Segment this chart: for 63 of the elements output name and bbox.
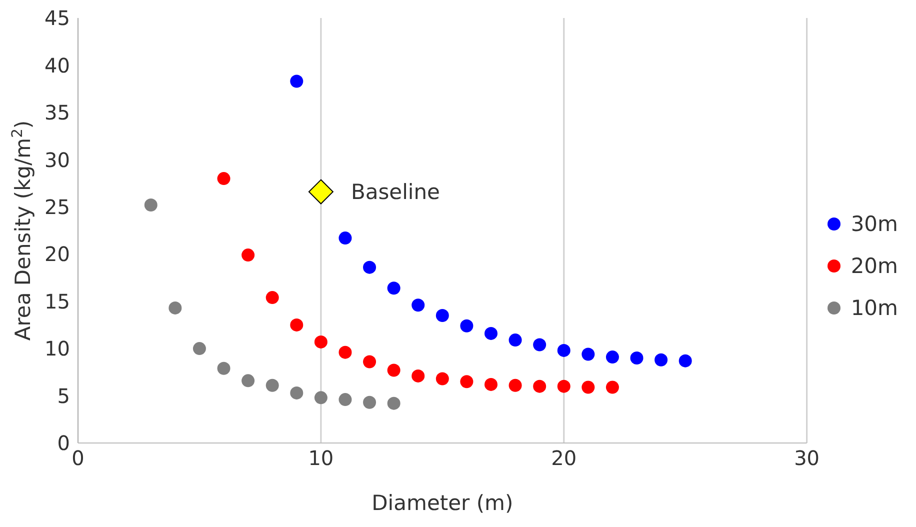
- point: [314, 391, 328, 404]
- point: [606, 350, 619, 364]
- x-tick-label: 30: [794, 446, 820, 470]
- x-tick-label: 10: [308, 446, 334, 470]
- y-tick-label: 0: [57, 431, 70, 456]
- y-tick-label: 30: [44, 148, 70, 172]
- legend-label: 10m: [850, 296, 898, 320]
- point: [338, 393, 352, 406]
- point: [144, 198, 158, 212]
- point: [508, 334, 522, 347]
- point: [308, 179, 334, 204]
- y-tick-label: 40: [44, 53, 70, 78]
- annotation: Baseline: [350, 180, 440, 204]
- point: [412, 369, 425, 382]
- point: [242, 248, 255, 262]
- x-tick-label: 20: [551, 446, 577, 470]
- y-tick-label: 25: [44, 194, 70, 219]
- point: [678, 354, 692, 368]
- point: [460, 319, 474, 332]
- point: [387, 282, 400, 295]
- point: [630, 352, 644, 364]
- point: [290, 386, 304, 400]
- point: [290, 318, 304, 332]
- point: [363, 396, 376, 409]
- x-axis-title: Diameter (m): [372, 490, 514, 515]
- legend-label: 30m: [850, 212, 898, 236]
- point: [266, 378, 279, 392]
- point: [217, 362, 230, 375]
- point: [582, 380, 595, 394]
- point: [557, 380, 570, 393]
- point: [460, 375, 474, 388]
- legend-label: 20m: [850, 254, 898, 278]
- y-tick-label: 15: [44, 289, 70, 314]
- y-tick-label: 5: [57, 384, 70, 408]
- point: [217, 172, 230, 186]
- y-tick-label: 20: [44, 242, 70, 266]
- point: [192, 342, 206, 356]
- y-tick-label: 10: [44, 336, 70, 361]
- y-tick-label: 35: [44, 100, 70, 125]
- point: [533, 380, 546, 393]
- point: [363, 260, 376, 274]
- point: [338, 346, 352, 359]
- point: [338, 232, 352, 245]
- point: [654, 353, 668, 366]
- point: [508, 378, 522, 392]
- point: [168, 301, 182, 314]
- point: [290, 74, 304, 88]
- point: [484, 326, 498, 340]
- point: [484, 378, 498, 391]
- point: [412, 298, 425, 312]
- point: [242, 374, 255, 388]
- y-tick-label: 45: [44, 6, 70, 30]
- point: [533, 338, 546, 352]
- point: [606, 380, 619, 394]
- point: [557, 344, 570, 357]
- point: [436, 372, 449, 386]
- point: [387, 364, 400, 377]
- point: [582, 348, 595, 361]
- point: [436, 309, 449, 322]
- point: [363, 355, 376, 368]
- point: [387, 396, 400, 410]
- point: [314, 335, 328, 348]
- point: [266, 291, 279, 304]
